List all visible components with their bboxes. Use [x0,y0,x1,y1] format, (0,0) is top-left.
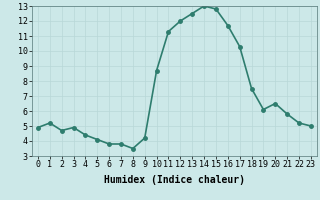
X-axis label: Humidex (Indice chaleur): Humidex (Indice chaleur) [104,175,245,185]
